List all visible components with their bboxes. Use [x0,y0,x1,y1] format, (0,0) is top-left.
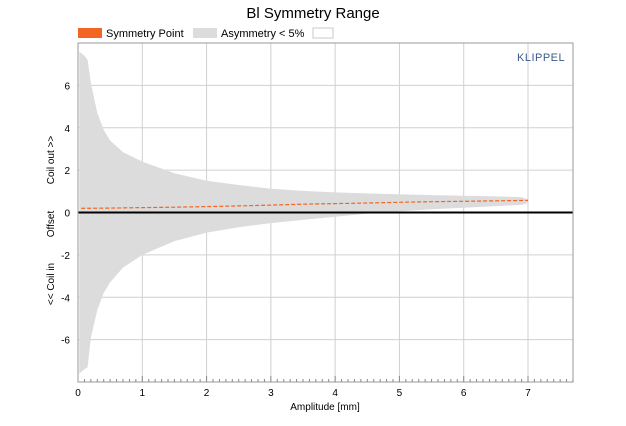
y-tick-label: 4 [64,124,70,135]
legend-swatch-empty [312,27,334,39]
x-tick-label: 4 [332,388,338,399]
y-tick-label: 6 [64,81,70,92]
x-tick-label: 3 [268,388,274,399]
x-tick-label: 2 [204,388,210,399]
chart-title: Bl Symmetry Range [246,5,379,22]
x-tick-label: 5 [397,388,403,399]
y-tick-label: 2 [64,166,70,177]
x-tick-label: 6 [461,388,467,399]
x-tick-label: 0 [75,388,81,399]
legend-label-symmetry-point: Symmetry Point [106,28,184,40]
y-tick-label: -6 [61,336,70,347]
legend-swatch-asymmetry [193,28,217,38]
legend-swatch-symmetry-point [78,28,102,38]
y-tick-label: -2 [61,251,70,262]
y-axis-label-offset: Offset [46,211,57,238]
y-tick-label: 0 [64,209,70,220]
legend-label-asymmetry: Asymmetry < 5% [221,28,305,40]
x-tick-label: 7 [525,388,531,399]
y-tick-labels: -6 -4 -2 0 2 4 6 [61,81,70,346]
plot-frame [77,42,574,383]
x-tick-labels: 0 1 2 3 4 5 6 7 [75,388,531,399]
x-tick-label: 1 [140,388,146,399]
y-axis-label-coil-in: << Coil in [46,263,57,305]
brand-label: KLIPPEL [517,52,565,64]
y-axis-label-coil-out: Coil out >> [46,136,57,185]
minor-ticks [83,376,574,382]
x-axis-label: Amplitude [mm] [290,402,360,413]
y-tick-label: -4 [61,293,70,304]
legend: Symmetry Point Asymmetry < 5% [78,27,334,40]
